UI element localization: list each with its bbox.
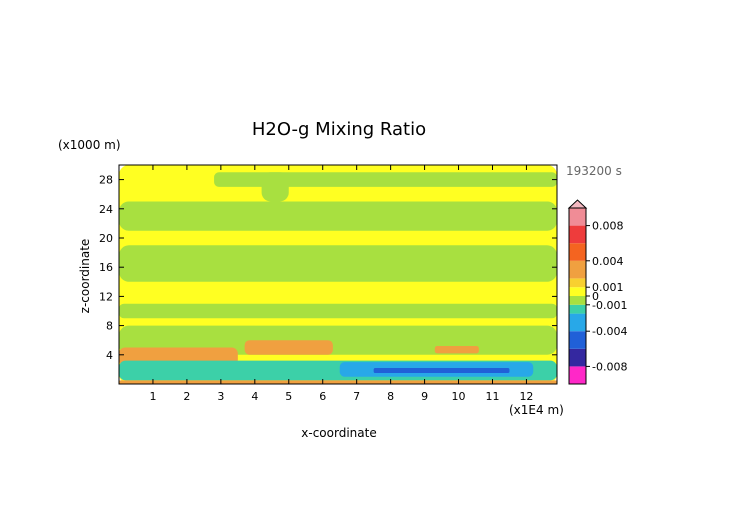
y-tick-label: 28 — [99, 174, 113, 187]
colorbar-band — [569, 366, 586, 384]
x-tick-label: 10 — [452, 390, 466, 403]
colorbar-band — [569, 243, 586, 261]
colorbar-label: -0.008 — [592, 360, 627, 373]
field-region — [119, 245, 557, 282]
x-tick-label: 1 — [149, 390, 156, 403]
x-tick-label: 8 — [387, 390, 394, 403]
colorbar-band — [569, 348, 586, 367]
field-region — [261, 172, 289, 202]
x-tick-label: 12 — [519, 390, 533, 403]
x-tick-label: 9 — [421, 390, 428, 403]
x-tick-label: 7 — [353, 390, 360, 403]
colorbar-label: 0.001 — [592, 281, 624, 294]
colorbar-label: 0 — [592, 290, 599, 303]
y-tick-label: 16 — [99, 261, 113, 274]
colorbar-band — [569, 225, 586, 244]
colorbar-label: 0.008 — [592, 220, 624, 233]
y-axis-label: z-coordinate — [78, 239, 92, 314]
time-label: 193200 s — [566, 164, 622, 178]
colorbar-band — [569, 331, 586, 349]
y-tick-label: 24 — [99, 203, 113, 216]
colorbar-band — [569, 304, 586, 314]
x-tick-label: 4 — [251, 390, 258, 403]
x-tick-label: 11 — [485, 390, 499, 403]
chart-title: H2O-g Mixing Ratio — [252, 119, 426, 140]
x-tick-label: 5 — [285, 390, 292, 403]
colorbar-label: -0.001 — [592, 299, 627, 312]
x-unit-label: (x1E4 m) — [509, 403, 564, 417]
field-region — [244, 340, 333, 355]
y-unit-label: (x1000 m) — [58, 138, 121, 152]
colorbar-label: -0.004 — [592, 325, 627, 338]
colorbar-top-arrow — [567, 199, 588, 209]
plot-frame — [118, 164, 558, 385]
x-tick-label: 2 — [183, 390, 190, 403]
field-region — [119, 303, 557, 319]
colorbar-band — [569, 296, 586, 305]
field-region — [214, 172, 557, 187]
colorbar-label: 0.004 — [592, 255, 624, 268]
y-tick-label: 8 — [106, 320, 113, 333]
colorbar-band — [569, 260, 586, 279]
field-region — [119, 380, 557, 384]
heatmap-field — [119, 165, 557, 384]
x-tick-label: 3 — [217, 390, 224, 403]
x-axis-label: x-coordinate — [301, 426, 376, 440]
field-region — [119, 201, 557, 231]
colorbar-band — [569, 278, 586, 288]
y-tick-label: 4 — [106, 349, 113, 362]
y-tick-label: 20 — [99, 232, 113, 245]
colorbar-band — [569, 313, 586, 332]
colorbar-band — [569, 287, 586, 296]
field-region — [434, 346, 479, 354]
y-tick-label: 12 — [99, 290, 113, 303]
colorbar-band — [569, 208, 586, 226]
field-region — [373, 367, 510, 374]
x-tick-label: 6 — [319, 390, 326, 403]
